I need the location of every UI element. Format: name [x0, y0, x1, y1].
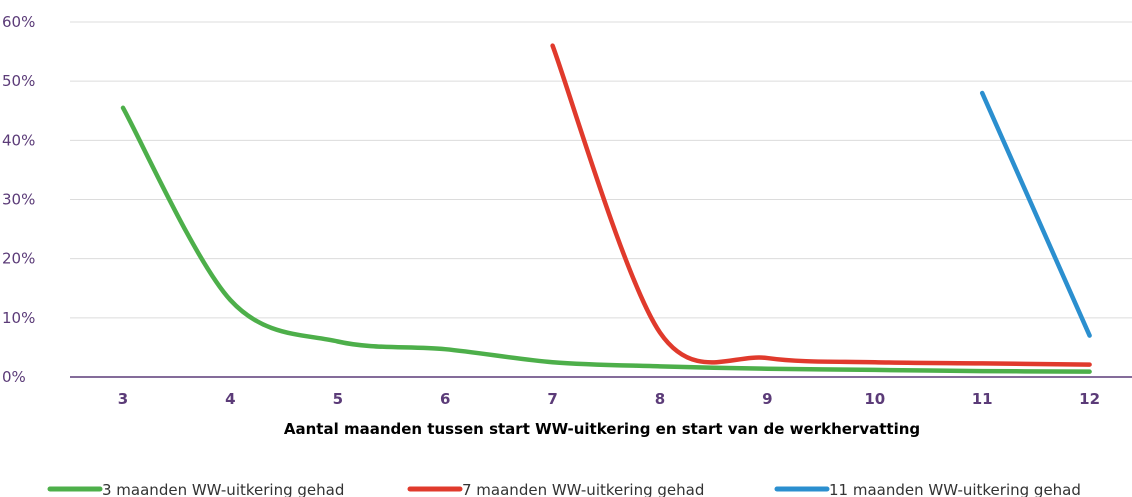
x-axis-label: Aantal maanden tussen start WW-uitkering…	[284, 420, 920, 438]
x-tick-label: 4	[225, 390, 235, 408]
legend-item-2: 7 maanden WW-uitkering gehad	[407, 481, 704, 497]
x-tick-label: 10	[864, 390, 885, 408]
x-tick-label: 11	[972, 390, 993, 408]
y-tick-label: 60%	[2, 13, 35, 31]
gridlines	[70, 21, 1132, 319]
y-tick-label: 0%	[2, 368, 26, 386]
series-line-2	[550, 43, 1092, 367]
x-tick-label: 7	[547, 390, 557, 408]
x-axis-ticks: 3 4 5 6 7 8 9 10 11 12	[118, 390, 1100, 408]
x-tick-label: 6	[440, 390, 450, 408]
x-tick-label: 5	[333, 390, 343, 408]
y-axis-ticks: 0% 10% 20% 30% 40% 50% 60%	[2, 13, 35, 386]
y-tick-label: 10%	[2, 309, 35, 327]
y-tick-label: 50%	[2, 72, 35, 90]
y-tick-label: 40%	[2, 131, 35, 149]
legend-label: 11 maanden WW-uitkering gehad	[829, 481, 1081, 497]
legend: 3 maanden WW-uitkering gehad 7 maanden WW…	[47, 481, 1081, 497]
legend-item-3: 11 maanden WW-uitkering gehad	[774, 481, 1081, 497]
y-tick-label: 20%	[2, 250, 35, 268]
series-line-1	[120, 105, 1092, 374]
y-tick-label: 30%	[2, 191, 35, 209]
x-tick-label: 3	[118, 390, 128, 408]
x-tick-label: 8	[655, 390, 665, 408]
legend-item-1: 3 maanden WW-uitkering gehad	[47, 481, 344, 497]
x-tick-label: 12	[1079, 390, 1100, 408]
legend-label: 3 maanden WW-uitkering gehad	[102, 481, 344, 497]
series-line-3	[979, 90, 1092, 338]
legend-label: 7 maanden WW-uitkering gehad	[462, 481, 704, 497]
series-lines	[120, 43, 1092, 374]
x-tick-label: 9	[762, 390, 772, 408]
